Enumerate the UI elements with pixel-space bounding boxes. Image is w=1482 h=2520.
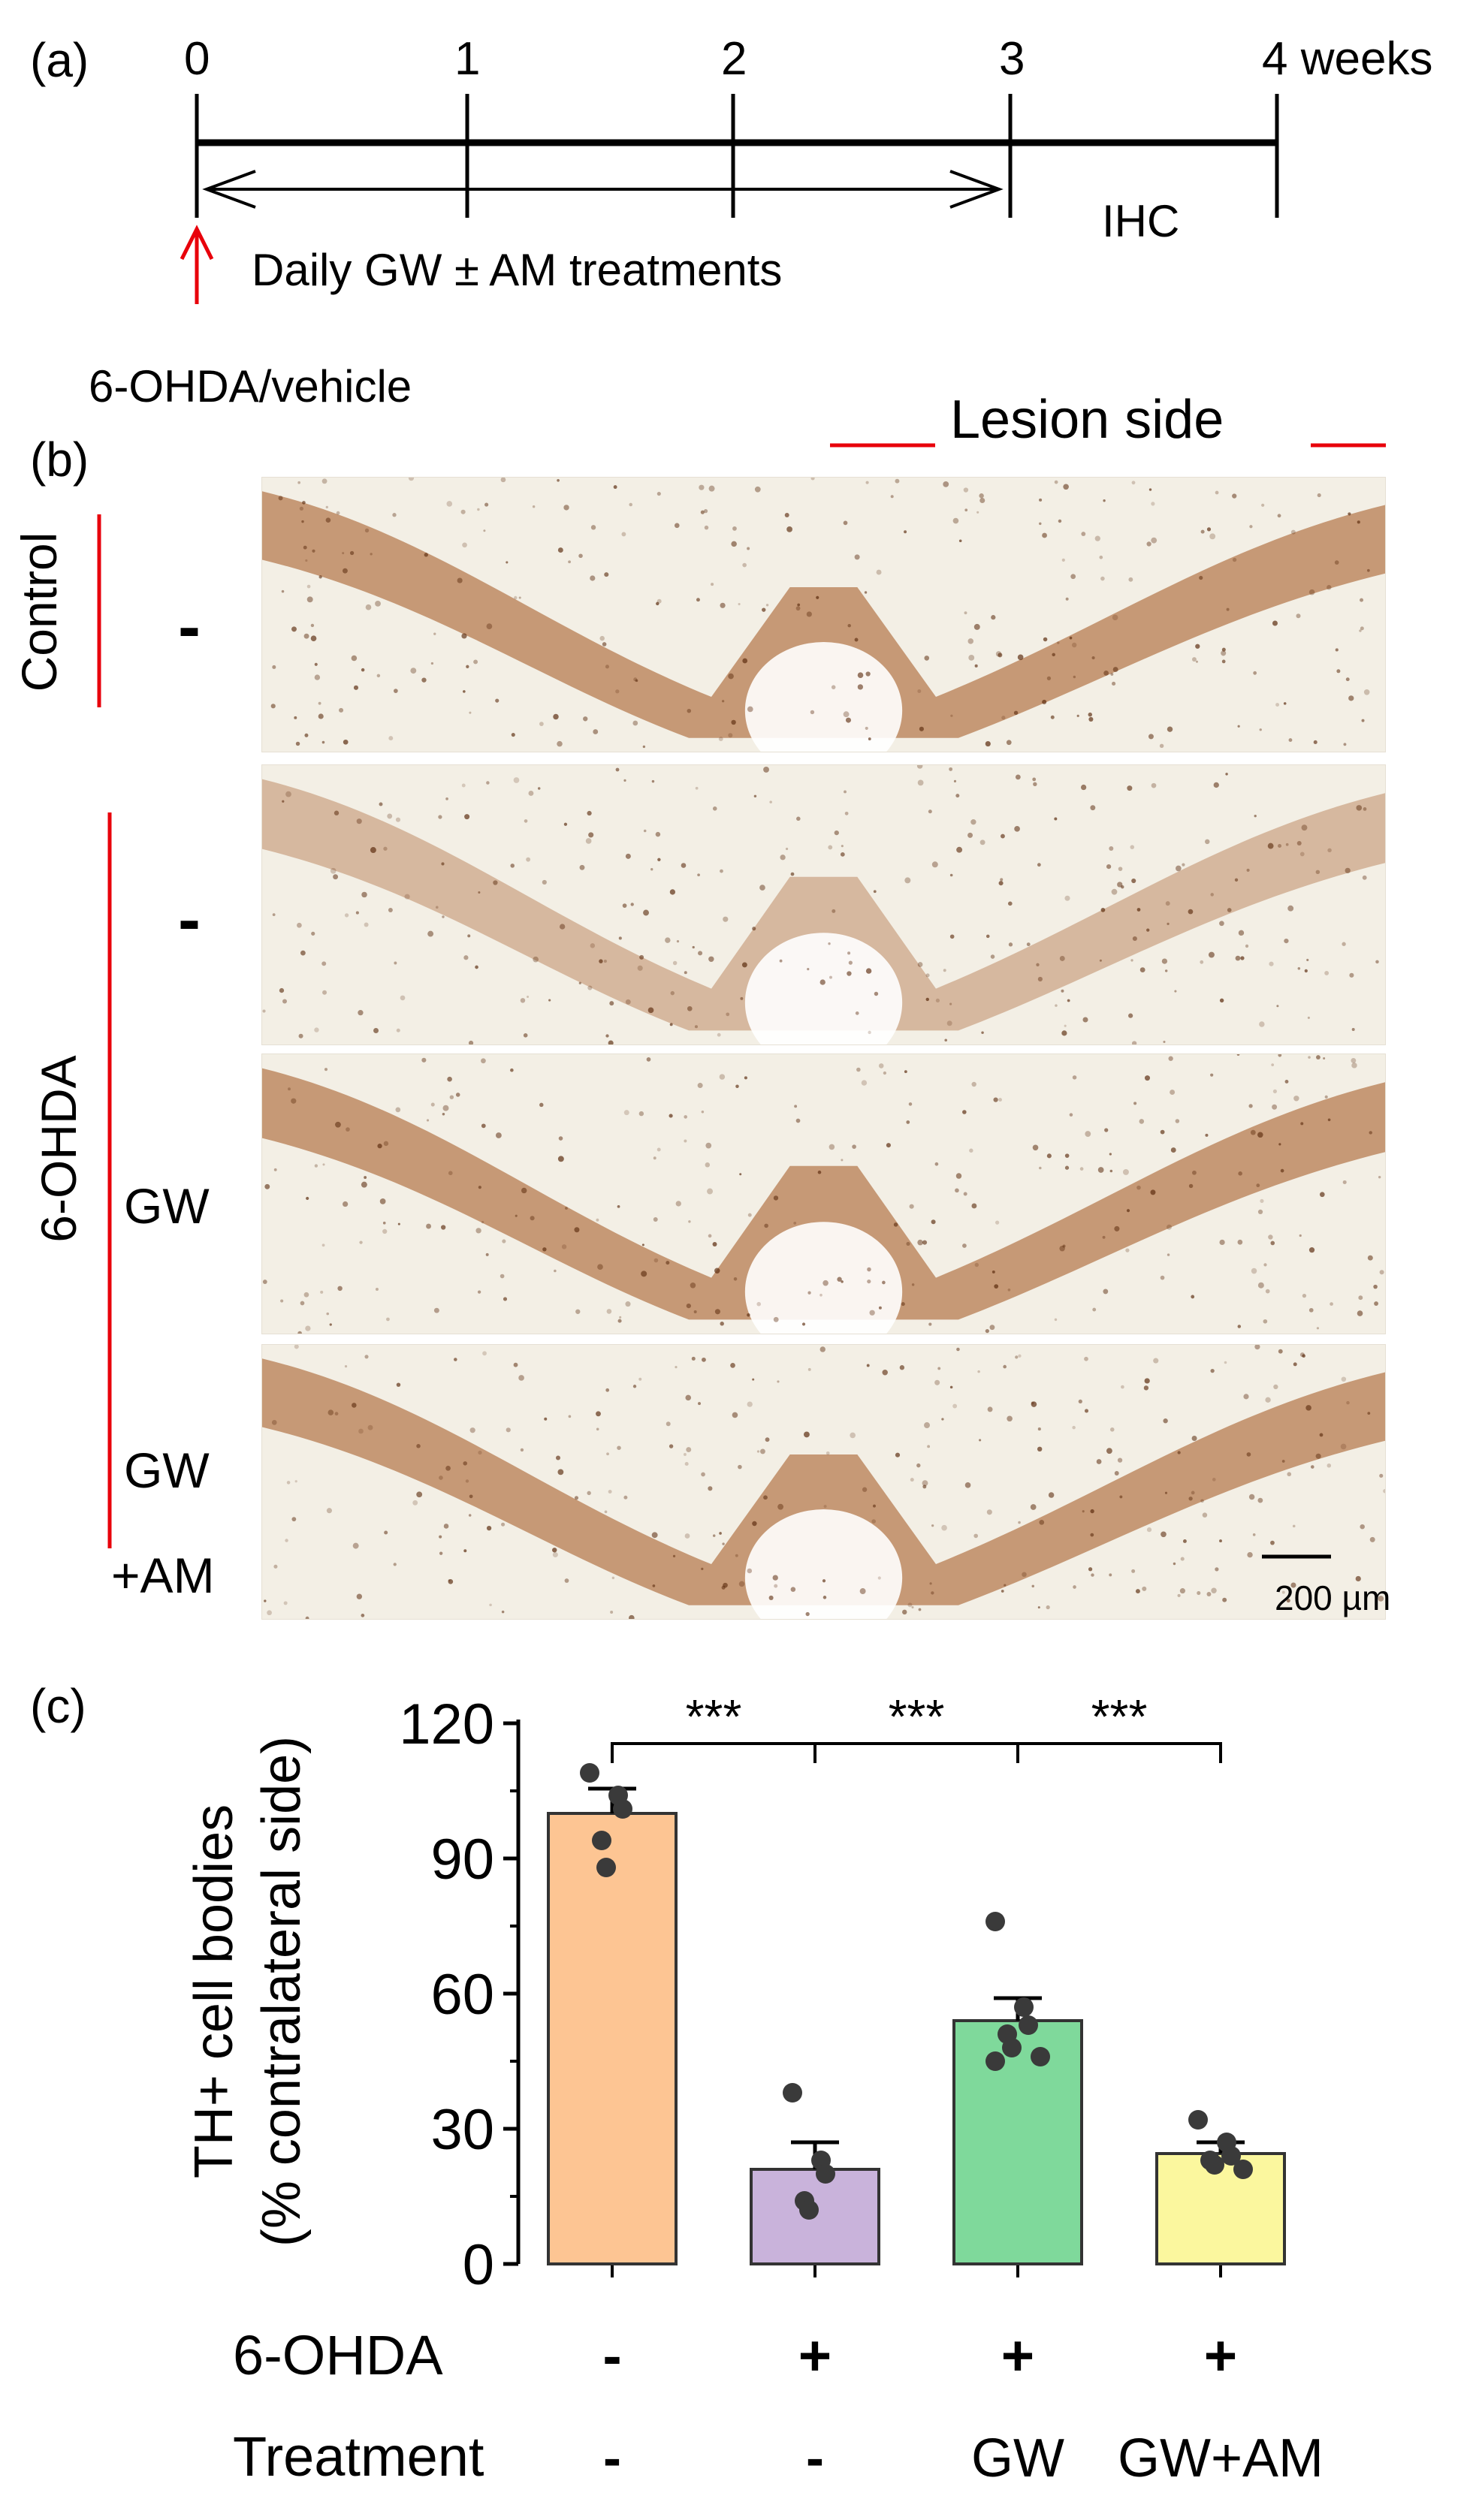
micrograph-6ohda-gwam: [261, 1344, 1386, 1620]
row-treatment-value: -: [603, 2428, 621, 2488]
y-tick-label: 120: [399, 1693, 494, 1756]
bar-6-ohda-gw: [952, 2019, 1083, 2265]
timeline-tick-label-1: 1: [454, 33, 481, 85]
data-point: [1014, 1997, 1034, 2017]
row-label-gwam-2: +AM: [111, 1548, 215, 1603]
panel-c-label: (c): [30, 1679, 86, 1733]
panel-b-label: (b): [30, 433, 89, 487]
ihc-text: IHC: [1102, 196, 1180, 246]
scale-bar-label: 200 µm: [1275, 1578, 1391, 1617]
panel-a-label: (a): [30, 33, 89, 87]
timeline-tick-label-3: 3: [999, 33, 1025, 85]
data-point: [1002, 2038, 1022, 2057]
bar-control: [547, 1812, 678, 2265]
row-6ohda-value: +: [1204, 2324, 1237, 2388]
data-point: [1188, 2110, 1208, 2130]
lesion-side-label: Lesion side: [950, 390, 1224, 450]
micrograph-6ohda: [261, 764, 1386, 1045]
significance-bracket: [611, 1742, 816, 1763]
data-point: [596, 1858, 616, 1877]
y-tick-label: 0: [463, 2233, 494, 2297]
significance-stars: ***: [686, 1690, 742, 1744]
panel-b-annotations: [97, 443, 1386, 1548]
data-point: [1221, 2146, 1241, 2166]
data-point: [1019, 2015, 1038, 2035]
row-treatment-value: -: [806, 2428, 824, 2488]
y-tick-label: 90: [430, 1828, 494, 1892]
data-point: [783, 2083, 802, 2103]
significance-bracket: [813, 1742, 1019, 1763]
treatment-text: Daily GW ± AM treatments: [252, 245, 783, 295]
micrograph-6ohda-gw: [261, 1054, 1386, 1334]
timeline-tick-label-2: 2: [721, 33, 747, 85]
injection-arrow: [180, 225, 214, 304]
row-label-treatment-header: Treatment: [233, 2425, 484, 2488]
row-treatment-value: GW+AM: [1118, 2428, 1324, 2488]
treatment-period-arrow: [202, 170, 1004, 209]
scale-bar: [1262, 1554, 1331, 1559]
row-label-6ohda: -: [178, 882, 201, 957]
row-6ohda-value: +: [1001, 2324, 1034, 2388]
significance-stars: ***: [889, 1690, 945, 1744]
row-label-gw: GW: [124, 1178, 210, 1234]
row-label-gwam-1: GW: [124, 1442, 210, 1498]
data-point: [985, 2051, 1005, 2071]
row-label-6ohda-header: 6-OHDA: [233, 2324, 443, 2386]
timeline-graphic: [180, 94, 1279, 304]
data-point: [613, 1799, 632, 1819]
timeline-tick-label-0: 0: [184, 33, 210, 85]
micrograph-control: [261, 477, 1386, 752]
data-point: [816, 2164, 835, 2184]
data-point: [1205, 2155, 1224, 2175]
y-tick-label: 30: [430, 2098, 494, 2162]
data-point: [1031, 2047, 1050, 2066]
data-point: [985, 1912, 1005, 1931]
timeline-tick-label-4: 4 weeks: [1262, 33, 1433, 85]
row-6ohda-value: -: [602, 2324, 621, 2388]
injection-text: 6-OHDA/vehicle: [89, 361, 412, 411]
y-tick-label: 60: [430, 1963, 494, 2027]
row-label-control: -: [178, 589, 201, 665]
data-point: [799, 2200, 819, 2220]
data-point: [580, 1763, 599, 1783]
data-point: [1233, 2160, 1253, 2179]
significance-stars: ***: [1091, 1690, 1148, 1744]
data-point: [592, 1831, 611, 1850]
significance-bracket: [1016, 1742, 1222, 1763]
row-treatment-value: GW: [971, 2428, 1064, 2488]
row-6ohda-value: +: [798, 2324, 832, 2388]
